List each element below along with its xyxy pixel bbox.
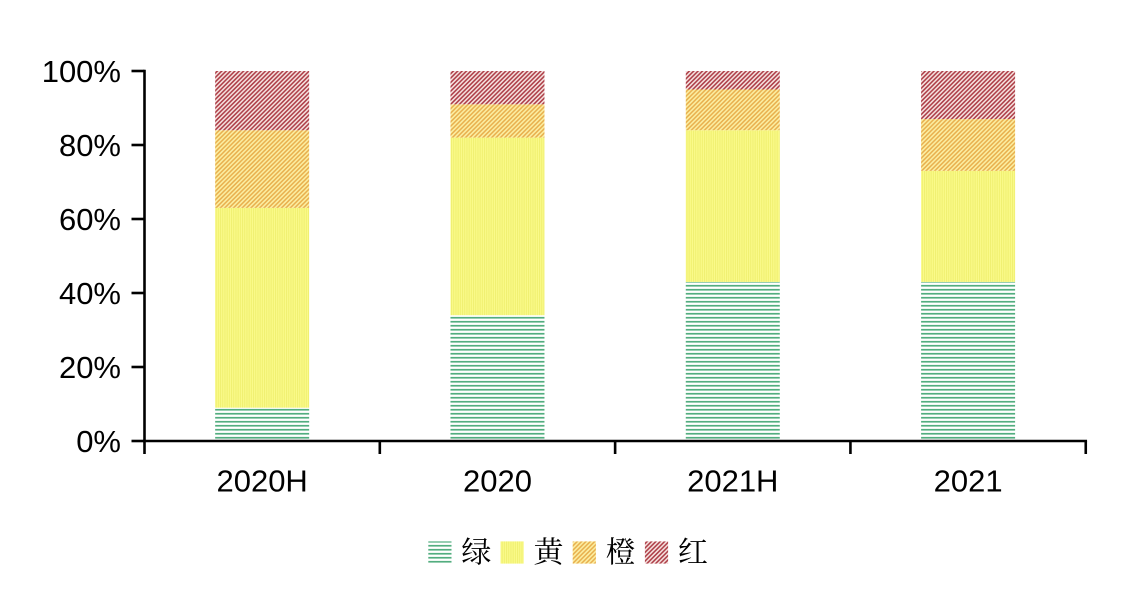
x-tick-label-2020: 2020	[463, 464, 532, 499]
legend-swatch-红	[644, 541, 669, 564]
x-tick-label-2021H: 2021H	[687, 464, 778, 499]
bar-segment-2021-红	[921, 71, 1016, 120]
y-tick-label-20%: 20%	[59, 350, 121, 385]
bar-segment-2020H-红	[215, 71, 310, 131]
legend-swatch-绿	[428, 541, 452, 564]
bar-segment-2021H-橙	[685, 89, 780, 131]
bar-segment-2020-橙	[450, 104, 545, 138]
legend-item-红: 红	[644, 537, 707, 564]
bar-2020	[450, 71, 545, 441]
tick-labels-group: 0% 20% 40% 60% 80% 100% 2020H 2020 2021H 2021	[42, 54, 1003, 499]
legend-item-黄: 黄	[500, 537, 563, 565]
bar-segment-2021H-黄	[685, 130, 780, 282]
legend-swatch-橙	[572, 541, 596, 564]
legend-swatch-黄	[500, 541, 524, 564]
y-tick-label-80%: 80%	[59, 128, 121, 163]
bar-segment-2020H-黄	[215, 207, 310, 408]
bar-segment-2020H-绿	[215, 407, 310, 441]
bar-2020H	[215, 71, 310, 441]
bar-segment-2021-黄	[921, 170, 1016, 282]
bar-segment-2020H-橙	[215, 130, 310, 208]
axes-group	[131, 69, 1088, 454]
bar-segment-2020-红	[450, 71, 545, 105]
bar-2021H	[685, 71, 780, 441]
y-tick-label-60%: 60%	[59, 202, 121, 237]
legend-group: 绿黄橙红	[428, 537, 707, 565]
y-tick-label-40%: 40%	[59, 276, 121, 311]
bar-segment-2021H-绿	[685, 281, 780, 441]
bar-segment-2021H-红	[685, 71, 780, 90]
x-tick-label-2021: 2021	[934, 464, 1003, 499]
x-tick-label-2020H: 2020H	[216, 464, 307, 499]
bar-segment-2020-绿	[450, 315, 545, 441]
y-tick-label-0%: 0%	[76, 424, 121, 459]
bar-segment-2020-黄	[450, 137, 545, 316]
bar-segment-2021-橙	[921, 119, 1016, 171]
legend-item-绿: 绿	[428, 537, 491, 565]
bar-2021	[921, 71, 1016, 441]
bar-segment-2021-绿	[921, 281, 1016, 441]
y-tick-label-100%: 100%	[42, 54, 121, 89]
bars-group	[215, 71, 1016, 441]
legend-item-橙: 橙	[572, 537, 635, 565]
